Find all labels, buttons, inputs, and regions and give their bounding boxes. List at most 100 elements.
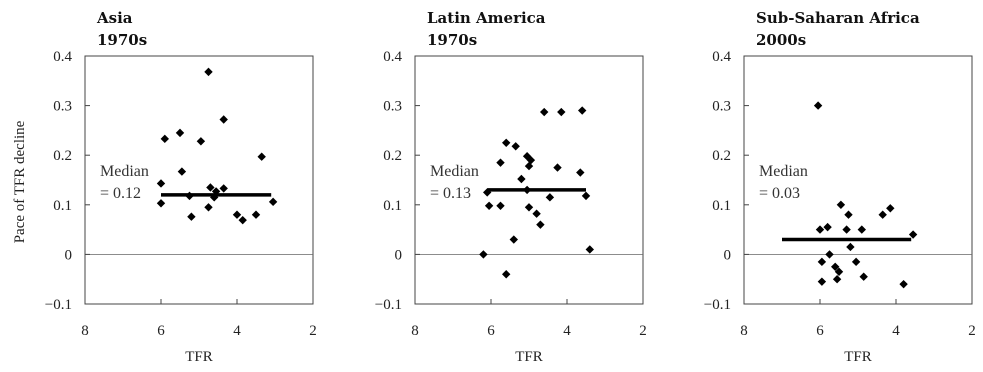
chart-subtitle: 1970s <box>427 31 477 49</box>
data-point <box>846 242 855 252</box>
data-point <box>185 191 194 201</box>
data-point <box>219 115 228 124</box>
median-label-line-1: Median <box>100 163 149 180</box>
chart-title: Latin America <box>427 9 546 27</box>
data-point <box>517 174 526 184</box>
data-point <box>908 230 918 239</box>
data-point <box>522 151 532 161</box>
data-point <box>823 222 832 232</box>
data-point <box>187 212 196 221</box>
data-point <box>156 199 166 208</box>
x-axis-label: TFR <box>844 349 872 365</box>
x-tick-label: 6 <box>157 323 165 339</box>
y-tick-label: 0.4 <box>712 49 731 65</box>
data-point <box>886 204 895 213</box>
data-point <box>817 257 827 267</box>
x-tick-label: 4 <box>563 323 571 339</box>
y-tick-label: 0.4 <box>383 49 402 65</box>
chart-title: Asia <box>96 9 133 27</box>
data-point <box>211 187 221 196</box>
y-tick-label: 0.1 <box>53 198 72 214</box>
data-point <box>859 272 868 281</box>
data-point <box>557 107 566 117</box>
data-point <box>844 210 853 219</box>
y-axis-label: Pace of TFR decline <box>12 120 28 243</box>
data-point <box>522 185 532 195</box>
data-point <box>540 107 549 117</box>
y-tick-label: 0.2 <box>53 148 72 164</box>
data-point <box>585 245 594 254</box>
chart-panel-asia: Asia 1970s TFR Median = 0.12 0.4 0.3 0.2 0.… <box>45 9 317 365</box>
y-tick-label: 0.1 <box>383 198 402 214</box>
data-point <box>496 158 505 167</box>
data-point <box>526 155 536 165</box>
data-point <box>232 210 242 219</box>
y-tick-label: 0.4 <box>53 49 72 65</box>
data-point <box>251 210 261 219</box>
data-point <box>817 277 827 286</box>
data-point <box>851 257 861 267</box>
data-point <box>196 137 206 146</box>
x-tick-label: 2 <box>968 323 976 339</box>
plot-frame <box>414 55 644 305</box>
y-tick-label: 0.3 <box>383 99 402 115</box>
data-point <box>206 183 215 192</box>
data-point <box>509 235 518 244</box>
data-point <box>899 279 908 289</box>
y-tick-label: 0.2 <box>383 148 402 164</box>
median-label-line-1: Median <box>759 163 808 180</box>
data-point <box>576 168 585 177</box>
data-point <box>842 225 851 234</box>
x-tick-label: 2 <box>639 323 647 339</box>
chart-subtitle: 2000s <box>756 31 806 49</box>
data-point <box>813 101 823 110</box>
plot-frame <box>743 55 973 305</box>
x-axis-label: TFR <box>185 349 213 365</box>
x-tick-label: 8 <box>740 323 748 339</box>
data-point <box>204 67 213 77</box>
x-tick-label: 6 <box>487 323 495 339</box>
y-tick-label: 0.3 <box>53 99 72 115</box>
y-tick-label: 0 <box>65 247 73 263</box>
x-axis-label: TFR <box>515 349 543 365</box>
data-point <box>545 193 555 202</box>
data-point <box>175 128 185 138</box>
chart-panel-sub-saharan-africa: Sub-Saharan Africa 2000s TFR Median = 0.… <box>704 9 976 365</box>
x-tick-label: 6 <box>816 323 824 339</box>
y-tick-label: 0.3 <box>712 99 731 115</box>
data-point <box>834 267 844 276</box>
data-point <box>160 134 169 144</box>
data-point <box>238 215 247 225</box>
chart-panel-latin-america: Latin America 1970s TFR Median = 0.13 0.… <box>375 9 647 365</box>
data-point <box>581 191 591 201</box>
data-point <box>268 197 278 207</box>
data-point <box>511 142 520 151</box>
data-point <box>204 203 213 212</box>
data-point <box>831 262 840 271</box>
x-tick-label: 4 <box>233 323 241 339</box>
data-point <box>257 152 266 161</box>
y-tick-label: −0.1 <box>45 297 72 313</box>
data-point <box>484 201 494 210</box>
chart-title: Sub-Saharan Africa <box>756 9 920 27</box>
data-point <box>832 275 842 284</box>
data-point <box>502 270 511 279</box>
median-label-line-2: = 0.13 <box>430 185 471 202</box>
x-tick-label: 8 <box>81 323 89 339</box>
median-label-line-1: Median <box>430 163 479 180</box>
data-point <box>553 163 562 172</box>
data-point <box>536 220 545 229</box>
y-tick-label: −0.1 <box>704 297 731 313</box>
median-label-line-2: = 0.03 <box>759 185 800 202</box>
data-point <box>836 200 846 209</box>
data-point <box>878 210 887 219</box>
y-tick-label: 0 <box>724 247 732 263</box>
plot-frame <box>84 55 314 305</box>
data-point <box>857 225 866 234</box>
data-point <box>479 250 488 259</box>
y-tick-label: 0 <box>395 247 403 263</box>
chart-subtitle: 1970s <box>97 31 147 49</box>
y-tick-label: −0.1 <box>375 297 402 313</box>
data-point <box>177 167 187 176</box>
